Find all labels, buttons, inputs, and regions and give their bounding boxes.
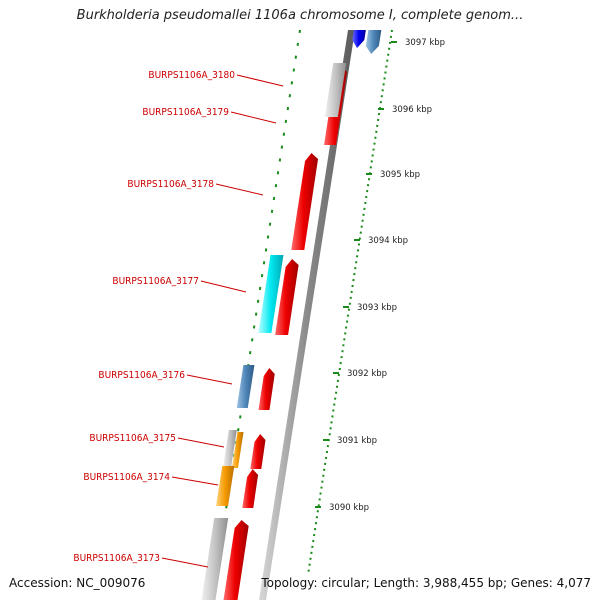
gene-label[interactable]: BURPS1106A_3173 (73, 553, 160, 564)
gene-leader-line (186, 374, 233, 385)
gene-features (201, 30, 382, 600)
accession-text: Accession: NC_009076 (9, 576, 146, 590)
scale-tick-label: 3095 kbp (380, 170, 420, 180)
gene-leader-line (215, 183, 264, 196)
gene-label[interactable]: BURPS1106A_3176 (98, 370, 185, 381)
gene-label[interactable]: BURPS1106A_3180 (148, 70, 235, 81)
gene-arrow-3173 (223, 520, 249, 600)
scale-tick-label: 3096 kbp (392, 105, 432, 115)
scale-tick-label: 3094 kbp (368, 236, 408, 246)
gene-block-grey-mid (223, 430, 237, 466)
gene-leader-line (177, 437, 225, 448)
scale-tick-label: 3091 kbp (337, 436, 377, 446)
gene-block-orange-a (231, 432, 244, 468)
scale-tick-label: 3090 kbp (329, 503, 369, 513)
scale-tick-label: 3097 kbp (405, 38, 445, 48)
gene-leader-line (200, 280, 247, 293)
gene-label[interactable]: BURPS1106A_3177 (112, 276, 199, 287)
gene-arrow-3174 (242, 469, 259, 508)
gene-label[interactable]: BURPS1106A_3178 (127, 179, 214, 190)
map-title: Burkholderia pseudomallei 1106a chromoso… (76, 8, 524, 23)
gene-arrow-3176 (258, 368, 275, 410)
gene-block-lightblue-top (365, 30, 382, 54)
gene-leader-line (161, 557, 209, 568)
gene-block-grey-top (324, 63, 347, 117)
topology-text: Topology: circular; Length: 3,988,455 bp… (261, 576, 591, 590)
gene-label[interactable]: BURPS1106A_3175 (89, 433, 176, 444)
gene-arrow-3177 (275, 259, 299, 335)
inner-dotted-ring (211, 29, 301, 600)
gene-arrow-3175 (250, 434, 266, 469)
gene-leader-line (171, 476, 219, 486)
gene-leader-line (236, 74, 284, 87)
scale-tick-label: 3093 kbp (357, 303, 397, 313)
gene-block-cyan (258, 255, 284, 333)
gene-block-blue (236, 365, 255, 408)
gene-leader-line (230, 111, 277, 124)
gene-block-deep-blue (352, 30, 366, 48)
scale-ring (307, 29, 393, 576)
gene-label[interactable]: BURPS1106A_3179 (142, 107, 229, 118)
gene-block-orange-b (216, 466, 235, 506)
gene-block-grey-bottom (201, 518, 229, 600)
scale-ticks: 3097 kbp 3096 kbp 3095 kbp 3094 kbp 3093 kbp… (315, 38, 445, 513)
label-leader-lines (161, 74, 284, 568)
scale-tick-label: 3092 kbp (347, 369, 387, 379)
gene-arrow-3178 (291, 153, 319, 250)
gene-label[interactable]: BURPS1106A_3174 (83, 472, 170, 483)
gene-labels: BURPS1106A_3180 BURPS1106A_3179 BURPS1106A… (73, 70, 235, 564)
feature-band (205, 30, 400, 600)
genome-backbone (259, 30, 355, 600)
